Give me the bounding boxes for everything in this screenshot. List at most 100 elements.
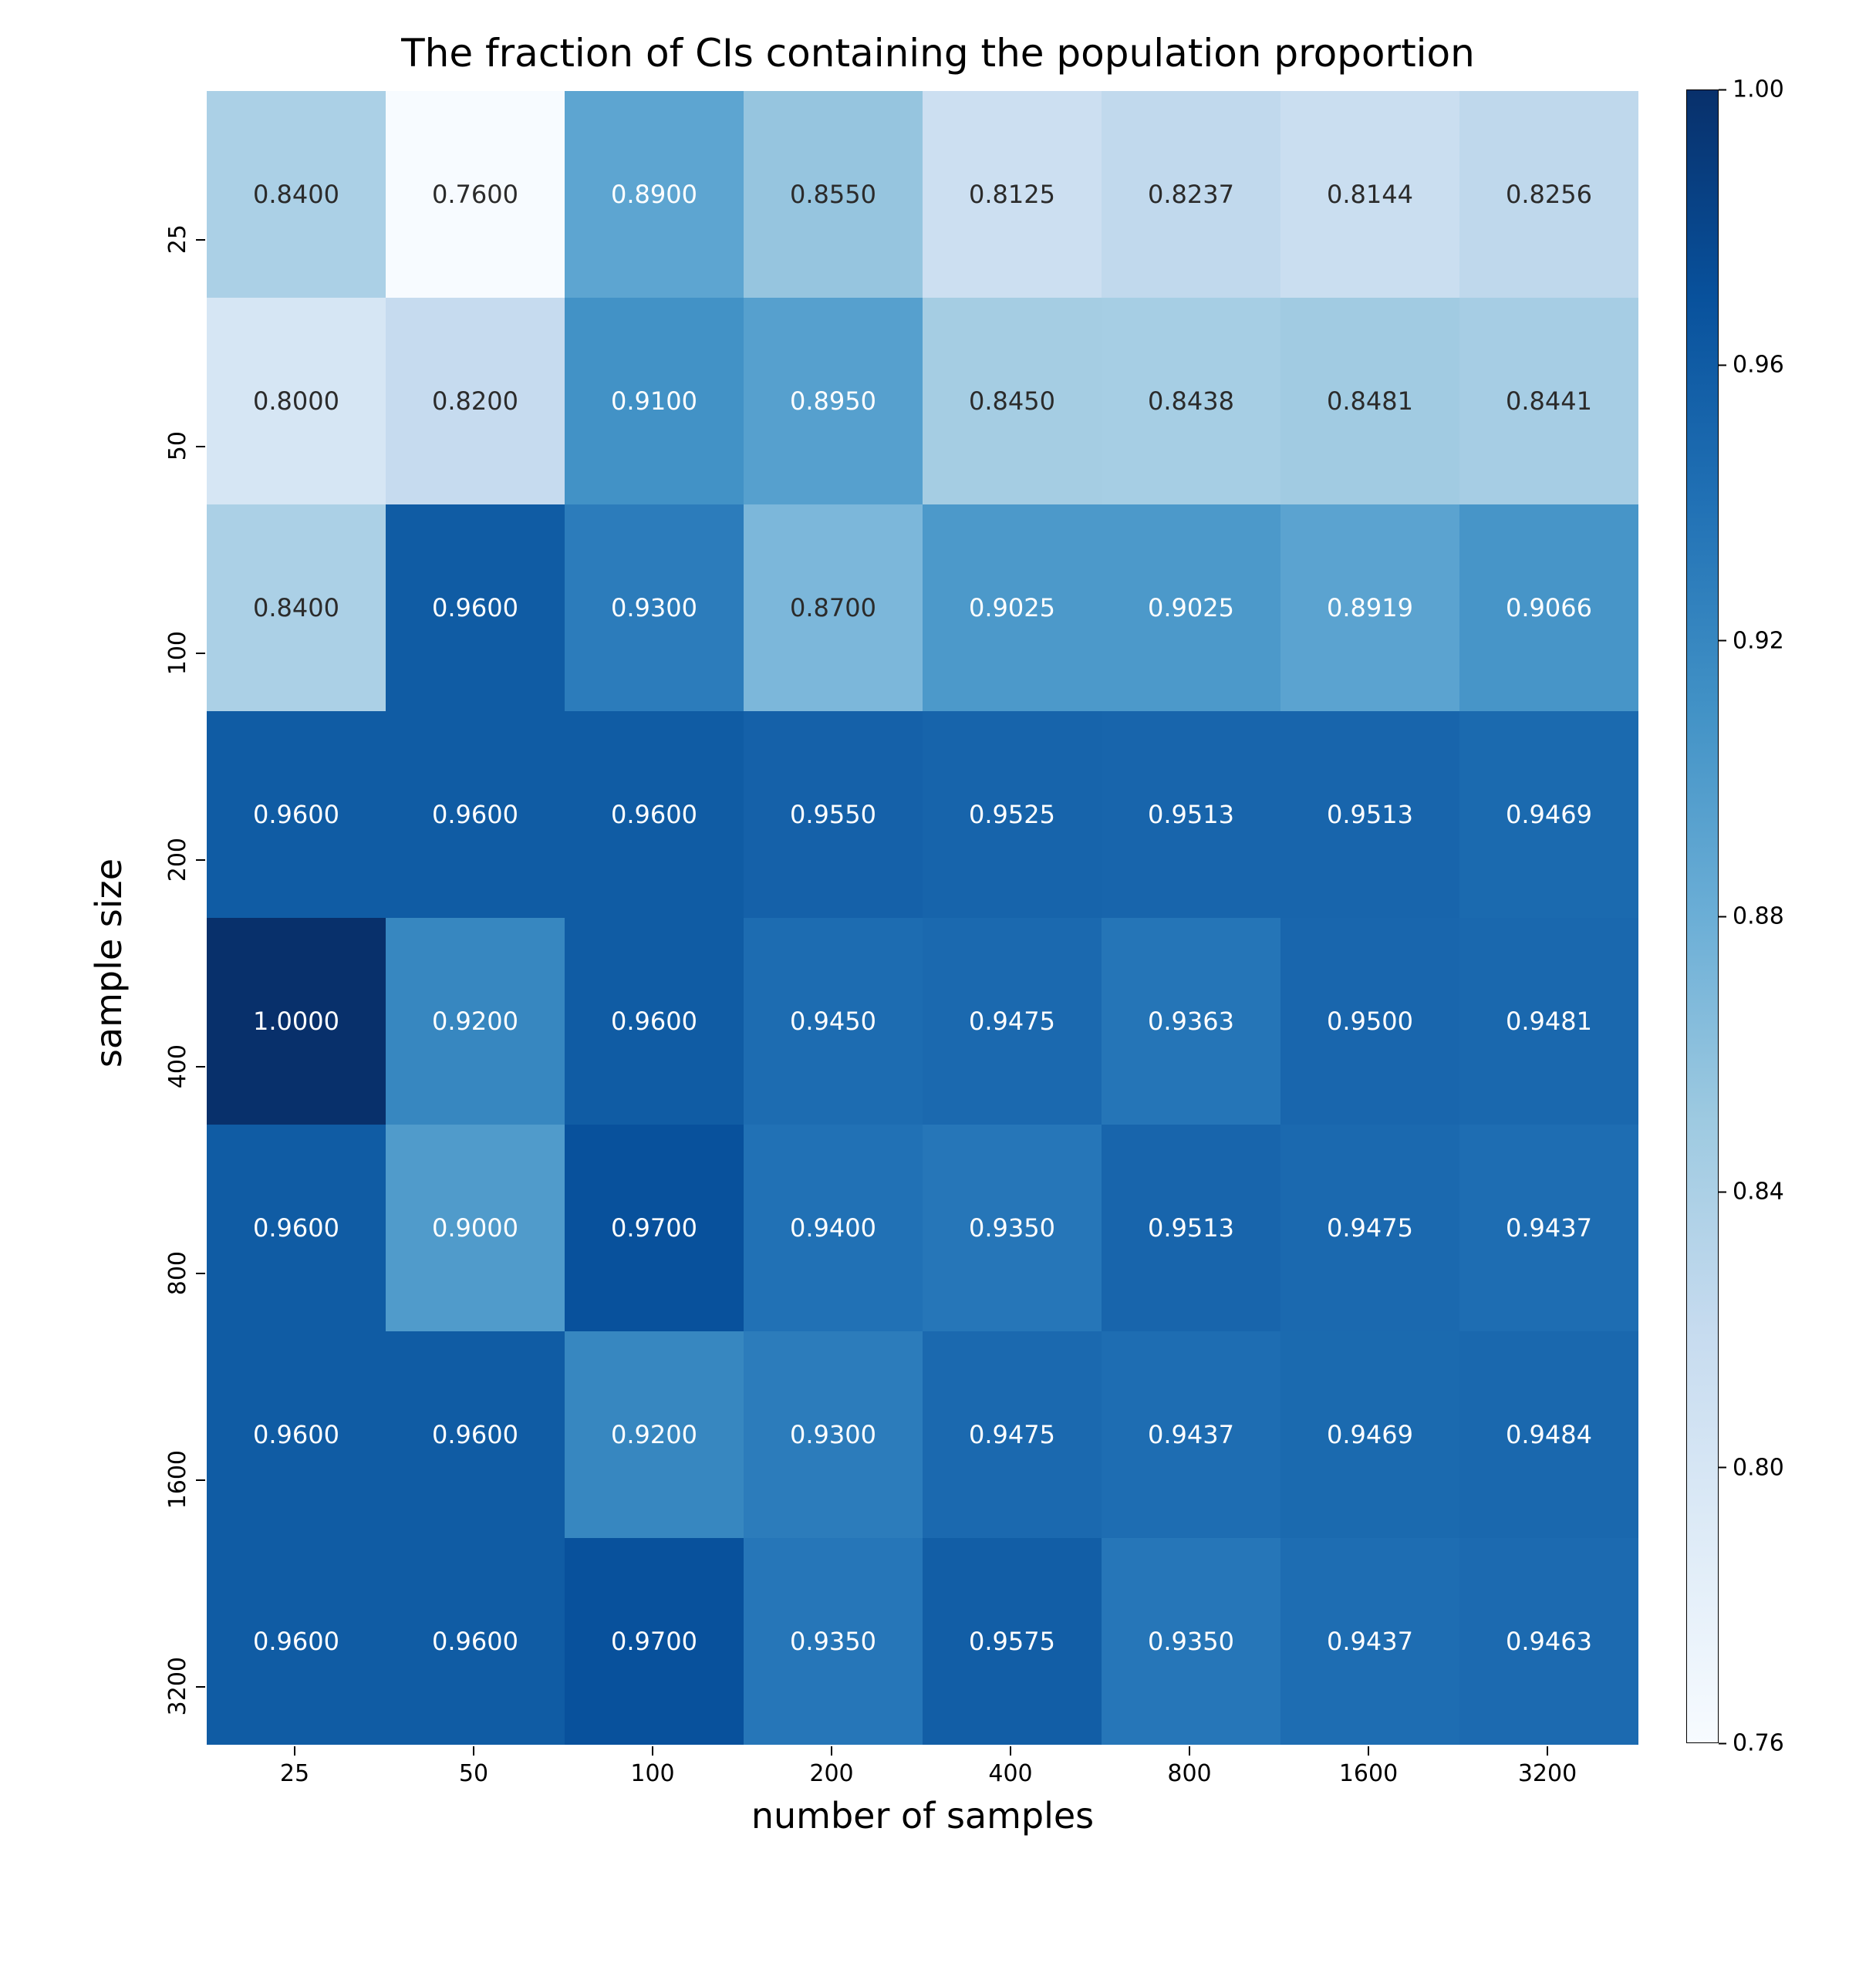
heatmap-cell: 0.9350	[744, 1538, 923, 1745]
heatmap-cell: 0.8125	[923, 91, 1102, 298]
heatmap-chart: The fraction of CIs containing the popul…	[31, 31, 1845, 1837]
x-tick: 3200	[1458, 1746, 1637, 1787]
heatmap-cell: 0.9700	[565, 1538, 744, 1745]
x-tick: 800	[1100, 1746, 1279, 1787]
heatmap-cell: 0.8200	[386, 298, 565, 504]
x-axis-ticks: 255010020040080016003200	[205, 1746, 1640, 1787]
heatmap-cell: 0.9300	[565, 504, 744, 711]
y-axis: sample size 255010020040080016003200	[88, 89, 205, 1837]
heatmap-cell: 0.8438	[1102, 298, 1280, 504]
heatmap-cell: 0.8237	[1102, 91, 1280, 298]
heatmap-cell: 0.9550	[744, 711, 923, 918]
heatmap-cell: 0.9350	[923, 1125, 1102, 1331]
y-tick: 100	[136, 550, 205, 757]
heatmap-cell: 0.8700	[744, 504, 923, 711]
heatmap-cell: 0.9484	[1459, 1331, 1638, 1538]
heatmap-cell: 0.9600	[565, 918, 744, 1125]
heatmap-cell: 0.9300	[744, 1331, 923, 1538]
x-tick: 50	[384, 1746, 563, 1787]
y-tick: 400	[136, 963, 205, 1170]
y-tick: 25	[136, 137, 205, 343]
heatmap-cell: 0.9600	[386, 1538, 565, 1745]
heatmap-cell: 0.9700	[565, 1125, 744, 1331]
x-tick: 25	[205, 1746, 384, 1787]
heatmap-cell: 0.9000	[386, 1125, 565, 1331]
heatmap-cell: 0.8481	[1280, 298, 1459, 504]
y-axis-ticks: 255010020040080016003200	[136, 137, 205, 1790]
heatmap-cell: 0.9437	[1459, 1125, 1638, 1331]
heatmap-cell: 0.8900	[565, 91, 744, 298]
heatmap-cell: 0.8919	[1280, 504, 1459, 711]
colorbar: 0.760.800.840.880.920.961.00	[1686, 89, 1788, 1837]
heatmap-cell: 0.8550	[744, 91, 923, 298]
heatmap-cell: 0.9025	[1102, 504, 1280, 711]
colorbar-tick: 0.88	[1719, 903, 1784, 930]
y-axis-label: sample size	[88, 858, 130, 1068]
heatmap-cell: 0.8450	[923, 298, 1102, 504]
heatmap-cell: 0.9469	[1459, 711, 1638, 918]
heatmap-cell: 0.9600	[207, 1331, 386, 1538]
plot-row: sample size 255010020040080016003200 0.8…	[88, 89, 1788, 1837]
heatmap-cell: 0.9481	[1459, 918, 1638, 1125]
heatmap-cell: 0.9513	[1280, 711, 1459, 918]
heatmap-cell: 0.9400	[744, 1125, 923, 1331]
heatmap-cell: 0.9600	[386, 1331, 565, 1538]
heatmap-cell: 0.9437	[1280, 1538, 1459, 1745]
colorbar-tick: 0.76	[1719, 1730, 1784, 1757]
heatmap-cell: 0.9475	[923, 918, 1102, 1125]
colorbar-gradient	[1686, 89, 1719, 1743]
x-tick: 1600	[1279, 1746, 1458, 1787]
colorbar-tick: 0.92	[1719, 627, 1784, 654]
heatmap-cell: 0.9200	[565, 1331, 744, 1538]
colorbar-tick: 0.96	[1719, 352, 1784, 379]
y-tick: 50	[136, 343, 205, 550]
heatmap-cell: 0.8400	[207, 504, 386, 711]
heatmap-cell: 0.8144	[1280, 91, 1459, 298]
colorbar-tick: 0.84	[1719, 1179, 1784, 1206]
heatmap-cell: 0.8000	[207, 298, 386, 504]
heatmap-cell: 0.9600	[207, 1125, 386, 1331]
heatmap-grid: 0.84000.76000.89000.85500.81250.82370.81…	[205, 89, 1640, 1746]
heatmap-cell: 0.9513	[1102, 711, 1280, 918]
heatmap-cell: 0.8441	[1459, 298, 1638, 504]
heatmap-cell: 0.9450	[744, 918, 923, 1125]
y-tick: 800	[136, 1170, 205, 1377]
colorbar-tick: 0.80	[1719, 1454, 1784, 1481]
heatmap-cell: 0.9600	[386, 504, 565, 711]
x-tick: 100	[563, 1746, 742, 1787]
heatmap-cell: 0.9575	[923, 1538, 1102, 1745]
x-tick: 400	[921, 1746, 1100, 1787]
colorbar-ticks: 0.760.800.840.880.920.961.00	[1719, 89, 1788, 1743]
heatmap-cell: 0.7600	[386, 91, 565, 298]
y-tick: 200	[136, 757, 205, 963]
y-tick: 3200	[136, 1584, 205, 1790]
heatmap-cell: 0.9600	[207, 711, 386, 918]
x-tick: 200	[742, 1746, 921, 1787]
heatmap-cell: 0.9600	[207, 1538, 386, 1745]
heatmap-cell: 0.9100	[565, 298, 744, 504]
heatmap-cell: 0.9475	[923, 1331, 1102, 1538]
heatmap-cell: 0.9350	[1102, 1538, 1280, 1745]
heatmap-cell: 0.9437	[1102, 1331, 1280, 1538]
y-tick: 1600	[136, 1377, 205, 1584]
heatmap-cell: 0.9500	[1280, 918, 1459, 1125]
heatmap-cell: 0.9513	[1102, 1125, 1280, 1331]
heatmap-area: 0.84000.76000.89000.85500.81250.82370.81…	[205, 89, 1640, 1837]
heatmap-cell: 0.9600	[386, 711, 565, 918]
heatmap-cell: 0.9600	[565, 711, 744, 918]
heatmap-cell: 0.9025	[923, 504, 1102, 711]
colorbar-tick: 1.00	[1719, 76, 1784, 103]
heatmap-cell: 0.9066	[1459, 504, 1638, 711]
heatmap-cell: 0.9463	[1459, 1538, 1638, 1745]
heatmap-cell: 0.9200	[386, 918, 565, 1125]
heatmap-cell: 0.8400	[207, 91, 386, 298]
heatmap-cell: 0.9525	[923, 711, 1102, 918]
heatmap-cell: 0.9469	[1280, 1331, 1459, 1538]
heatmap-cell: 0.8950	[744, 298, 923, 504]
heatmap-cell: 0.8256	[1459, 91, 1638, 298]
heatmap-cell: 1.0000	[207, 918, 386, 1125]
chart-title: The fraction of CIs containing the popul…	[401, 31, 1475, 76]
heatmap-cell: 0.9475	[1280, 1125, 1459, 1331]
heatmap-cell: 0.9363	[1102, 918, 1280, 1125]
x-axis-label: number of samples	[205, 1795, 1640, 1837]
